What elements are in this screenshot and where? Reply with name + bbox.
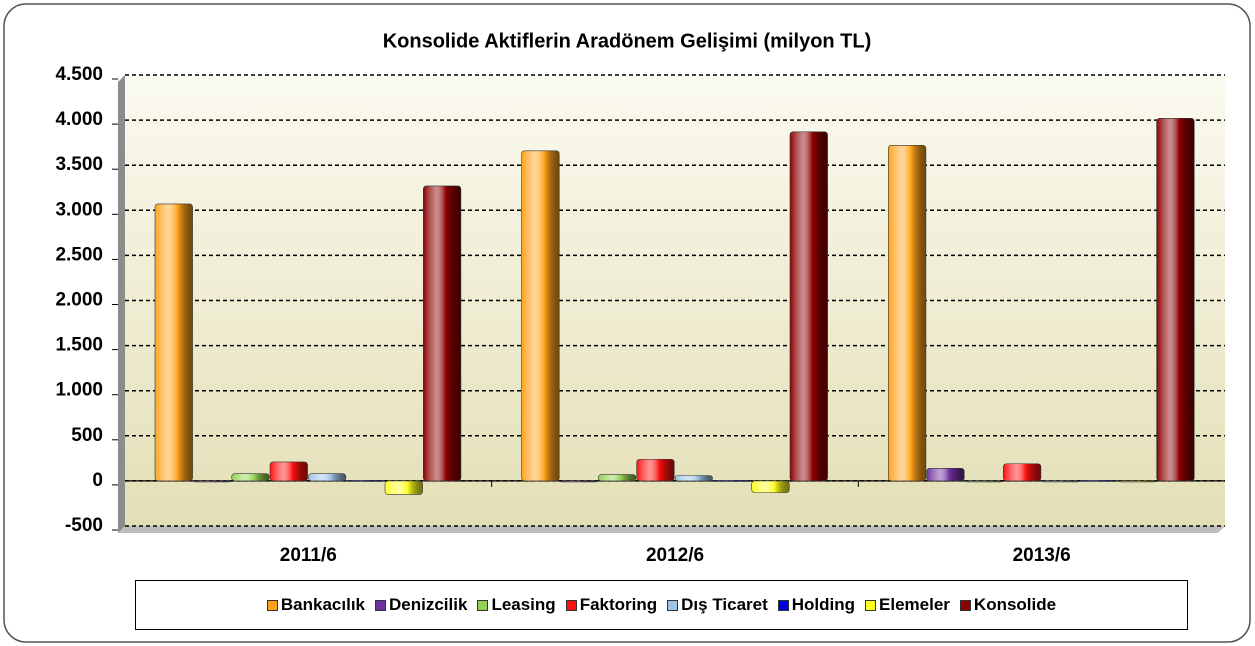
bar [193, 480, 232, 483]
legend-item: Elemeler [865, 595, 950, 615]
x-tick-label: 2011/6 [280, 545, 337, 566]
bar [559, 480, 598, 483]
bar [598, 474, 637, 482]
bar [1003, 463, 1042, 482]
bar [1118, 480, 1157, 483]
bar [888, 145, 927, 482]
bar [231, 473, 270, 482]
bar [713, 480, 752, 482]
legend-item: Dış Ticaret [667, 595, 768, 615]
legend-item: Bankacılık [266, 595, 366, 615]
y-tick-label: 3.000 [55, 199, 103, 220]
legend-swatch [266, 599, 278, 611]
y-tick-label: 1.500 [55, 335, 103, 356]
legend-item: Konsolide [959, 595, 1057, 615]
bar [674, 475, 713, 482]
bar [1079, 480, 1118, 482]
legend-swatch [865, 599, 877, 611]
bar [1041, 480, 1080, 483]
bar [636, 458, 675, 482]
legend-label: Dış Ticaret [681, 595, 768, 614]
bar [964, 480, 1003, 483]
legend-item: Holding [777, 595, 856, 615]
bar [751, 480, 790, 493]
bar [308, 473, 347, 482]
legend-label: Bankacılık [280, 595, 366, 614]
bar [521, 150, 560, 482]
y-tick-label: 2.500 [55, 244, 103, 265]
bar [384, 480, 423, 495]
legend-label: Denizcilik [389, 595, 468, 614]
bar [926, 467, 965, 482]
y-tick-label: 0 [92, 470, 103, 491]
y-tick-label: 1.000 [55, 380, 103, 401]
legend-swatch [477, 599, 489, 611]
chart-title: Konsolide Aktiflerin Aradönem Gelişimi (… [383, 30, 872, 52]
legend-label: Elemeler [879, 595, 950, 614]
legend-swatch [667, 599, 679, 611]
y-tick-label: 2.000 [55, 290, 103, 311]
floor [118, 526, 1225, 533]
legend-label: Konsolide [973, 595, 1057, 614]
x-tick-label: 2012/6 [646, 545, 704, 566]
y-tick-label: 500 [71, 425, 103, 446]
side-wall [118, 75, 125, 533]
y-tick-label: -500 [65, 515, 103, 536]
legend-swatch [777, 599, 789, 611]
legend: Bankacılık Denizcilik Leasing Faktoring Dış … [135, 580, 1188, 630]
legend-item: Leasing [477, 595, 556, 615]
legend-label: Faktoring [579, 595, 658, 614]
bar [154, 203, 193, 482]
bar [346, 480, 385, 482]
legend-swatch [565, 599, 577, 611]
y-tick-label: 4.000 [55, 109, 103, 130]
legend-item: Denizcilik [375, 595, 467, 615]
legend-item: Faktoring [565, 595, 658, 615]
legend-swatch [959, 599, 971, 611]
bar [423, 185, 462, 482]
bar [789, 131, 828, 482]
y-tick-label: 4.500 [55, 64, 103, 85]
bar [1156, 117, 1195, 482]
bar [269, 461, 308, 482]
legend-label: Holding [791, 595, 856, 614]
legend-swatch [375, 599, 387, 611]
x-tick-label: 2013/6 [1013, 545, 1071, 566]
legend-label: Leasing [491, 595, 556, 614]
y-tick-label: 3.500 [55, 154, 103, 175]
